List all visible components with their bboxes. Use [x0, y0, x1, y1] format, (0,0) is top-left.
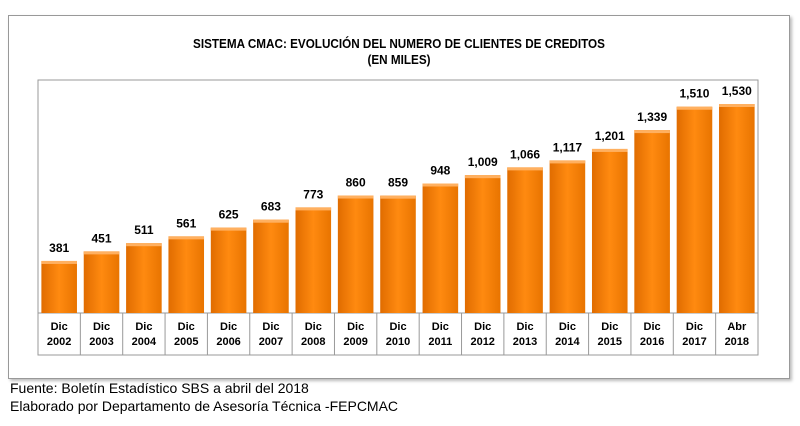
bar-top — [422, 183, 459, 187]
x-tick-label: Dic 2005 — [173, 321, 199, 348]
value-label: 773 — [303, 187, 323, 201]
bar-top — [253, 219, 289, 223]
chart-title: SISTEMA CMAC: EVOLUCIÓN DEL NUMERO DE CL… — [193, 36, 605, 51]
footer-author: Elaborado por Departamento de Asesoría T… — [10, 398, 399, 414]
value-label: 948 — [430, 164, 450, 178]
bar-top — [83, 251, 120, 255]
value-label: 451 — [92, 231, 112, 245]
value-label: 1,009 — [468, 155, 498, 169]
x-tick-label: Dic 2016 — [639, 321, 665, 348]
chart-subtitle: (EN MILES) — [367, 52, 431, 67]
chart-frame: SISTEMA CMAC: EVOLUCIÓN DEL NUMERO DE CL… — [8, 15, 790, 379]
value-label: 625 — [219, 208, 239, 222]
x-tick-label: Dic 2006 — [216, 321, 241, 348]
bar — [83, 251, 120, 313]
bar-top — [549, 160, 586, 164]
value-label: 683 — [261, 200, 281, 214]
x-tick-label: Dic 2010 — [385, 321, 411, 348]
value-label: 511 — [134, 223, 154, 237]
bar-top — [126, 243, 162, 247]
bar-top — [210, 227, 247, 231]
plot: 381 451 511 561 625 683 773 860 859 948 1,009 1,066… — [37, 79, 759, 356]
plot-border — [37, 79, 759, 356]
value-label: 859 — [388, 176, 408, 190]
bar — [591, 148, 628, 313]
bar — [464, 175, 501, 313]
bar — [126, 243, 162, 313]
x-tick-label: Dic 2017 — [682, 321, 707, 348]
value-label: 561 — [176, 216, 196, 230]
bar — [295, 207, 332, 313]
x-tick-label: Dic 2014 — [555, 321, 580, 348]
bar — [549, 160, 586, 313]
bar — [507, 167, 543, 313]
value-label: 381 — [49, 241, 69, 255]
bar — [210, 227, 247, 313]
x-tick-label: Abr 2018 — [724, 321, 750, 348]
bar — [719, 104, 755, 313]
bar-top — [591, 148, 628, 152]
bar-top — [295, 207, 332, 211]
bar — [41, 260, 77, 313]
bar-top — [634, 130, 670, 134]
x-tick-label: Dic 2007 — [258, 321, 284, 348]
value-label: 860 — [346, 176, 366, 190]
bar — [634, 130, 670, 313]
x-tick-label: Dic 2003 — [89, 321, 114, 348]
value-label: 1,066 — [510, 147, 540, 161]
bar-top — [41, 260, 77, 264]
x-tick-label: Dic 2013 — [512, 321, 538, 348]
value-label: 1,510 — [679, 87, 709, 101]
x-tick-label: Dic 2004 — [131, 321, 157, 348]
footer-source: Fuente: Boletín Estadístico SBS a abril … — [10, 380, 309, 396]
bar-top — [507, 167, 543, 171]
x-tick-label: Dic 2015 — [597, 321, 622, 348]
bar-top — [676, 106, 713, 110]
bar-top — [464, 175, 501, 179]
value-label: 1,201 — [595, 129, 625, 143]
bar-top — [337, 195, 374, 199]
x-tick-label: Dic 2009 — [343, 321, 368, 348]
bar-top — [168, 236, 205, 240]
bar — [676, 106, 713, 313]
x-tick-label: Dic 2011 — [428, 321, 453, 348]
x-tick-label: Dic 2012 — [470, 321, 495, 348]
bar-top — [719, 104, 755, 107]
value-label: 1,117 — [553, 140, 583, 154]
bar-top — [380, 195, 416, 199]
value-label: 1,530 — [722, 84, 752, 98]
value-label: 1,339 — [637, 110, 667, 124]
bar — [380, 195, 416, 313]
x-tick-label: Dic 2002 — [46, 321, 72, 348]
bar — [337, 195, 374, 313]
bar — [422, 183, 459, 313]
x-tick-label: Dic 2008 — [301, 321, 326, 348]
bar — [168, 236, 205, 313]
bar — [253, 219, 289, 313]
